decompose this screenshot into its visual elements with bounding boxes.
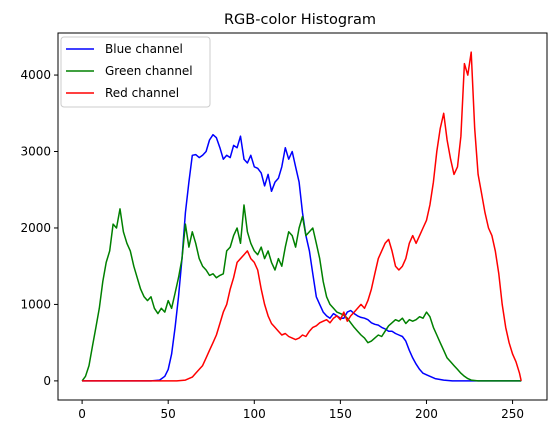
x-tick-label: 200 — [415, 407, 438, 421]
plot-lines — [81, 51, 522, 382]
y-tick-label: 0 — [43, 374, 51, 388]
legend-box — [60, 36, 211, 108]
y-axis: 0 1000 2000 3000 4000 — [20, 68, 58, 388]
plot-frame — [57, 32, 548, 401]
x-axis: 0 50 100 150 200 250 — [78, 400, 524, 421]
x-tick-label: 50 — [161, 407, 176, 421]
x-tick-label: 250 — [501, 407, 524, 421]
y-tick-label: 2000 — [20, 221, 51, 235]
x-tick-label: 100 — [243, 407, 266, 421]
x-tick-label: 150 — [329, 407, 352, 421]
legend-label-0: Blue channel — [105, 42, 183, 56]
legend: Blue channel Green channel Red channel — [60, 36, 211, 108]
legend-label-1: Green channel — [105, 64, 193, 78]
x-tick-label: 0 — [78, 407, 86, 421]
series-line-1 — [81, 204, 522, 382]
y-tick-label: 3000 — [20, 145, 51, 159]
chart-title: RGB-color Histogram — [224, 12, 376, 28]
legend-label-2: Red channel — [105, 86, 179, 100]
y-tick-label: 4000 — [20, 68, 51, 82]
y-tick-label: 1000 — [20, 297, 51, 311]
series-line-2 — [82, 51, 522, 382]
series-line-0 — [82, 133, 522, 382]
